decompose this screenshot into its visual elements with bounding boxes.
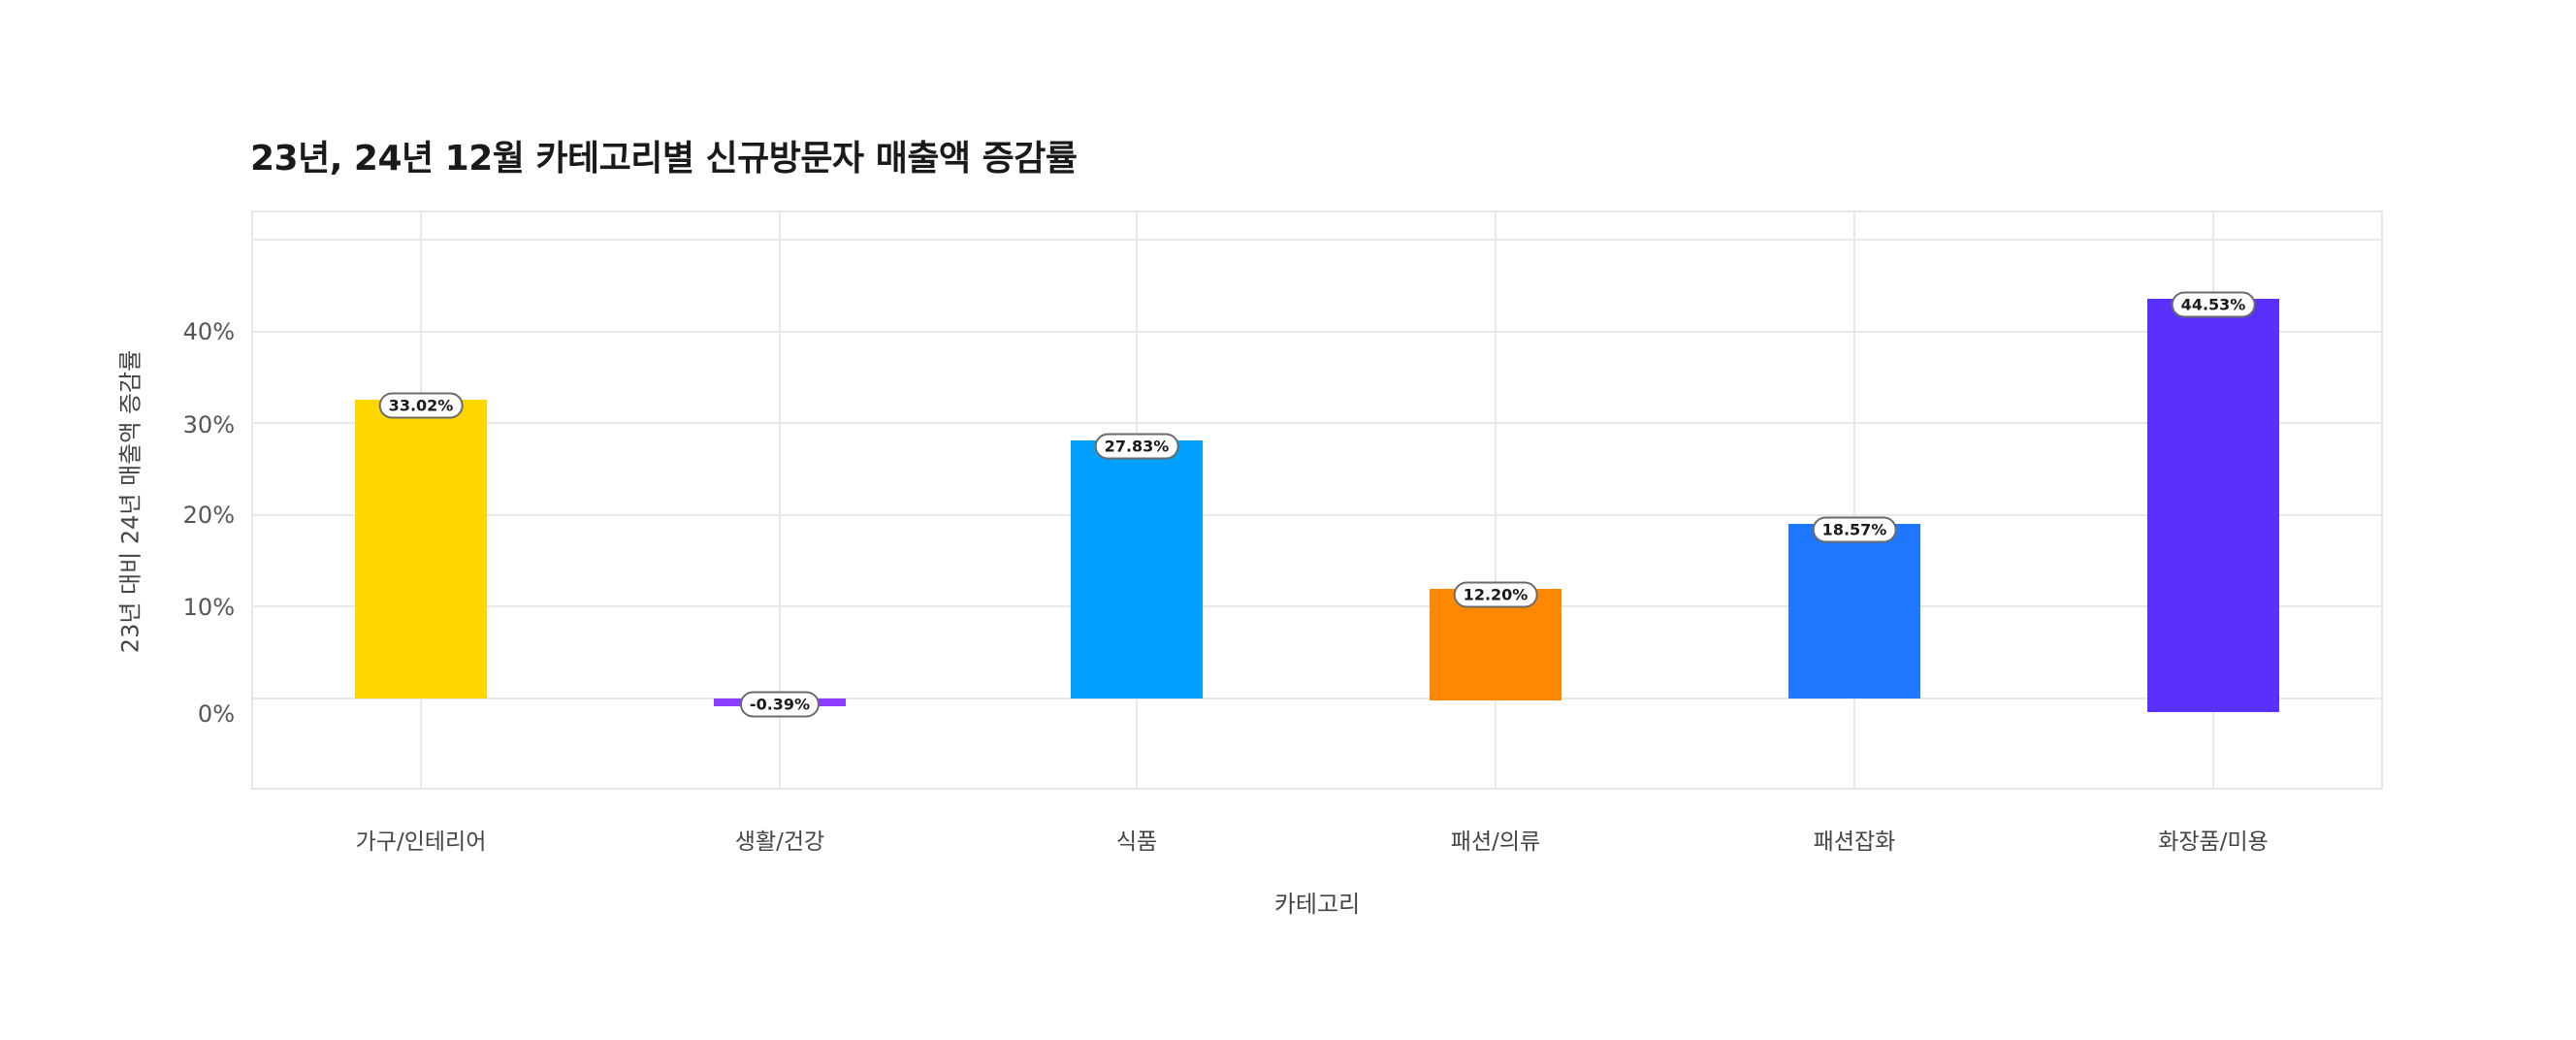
value-label-badge: 18.57% <box>1812 516 1897 543</box>
y-axis-label: 23년 대비 24년 매출액 증감률 <box>116 349 145 654</box>
x-tick-label: 가구/인테리어 <box>355 829 487 855</box>
horizontal-gridline <box>251 331 2383 333</box>
plot-area <box>251 211 2383 790</box>
vertical-gridline <box>1853 211 1855 790</box>
bar[interactable] <box>1788 524 1920 699</box>
bar[interactable] <box>1071 440 1203 699</box>
x-tick-label: 화장품/미용 <box>2158 829 2269 855</box>
y-tick-label: 20% <box>182 502 235 529</box>
value-label-badge: 33.02% <box>378 392 464 419</box>
bar[interactable] <box>355 400 487 699</box>
value-label-badge: 12.20% <box>1453 581 1538 608</box>
y-tick-label: 0% <box>197 700 235 728</box>
x-tick-label: 생활/건강 <box>734 829 825 855</box>
y-tick-label: 30% <box>182 411 235 439</box>
x-tick-label: 패션/의류 <box>1450 829 1541 855</box>
x-tick-label: 패션잡화 <box>1813 829 1896 855</box>
horizontal-gridline <box>251 605 2383 607</box>
y-tick-label: 40% <box>182 318 235 345</box>
value-label-badge: -0.39% <box>739 691 821 718</box>
y-tick-label: 10% <box>182 594 235 621</box>
bar[interactable] <box>2147 299 2279 712</box>
horizontal-gridline <box>251 422 2383 424</box>
horizontal-gridline <box>251 698 2383 699</box>
vertical-gridline <box>779 211 781 790</box>
horizontal-gridline <box>251 239 2383 241</box>
horizontal-gridline <box>251 514 2383 516</box>
vertical-gridline <box>1495 211 1497 790</box>
value-label-badge: 27.83% <box>1094 433 1179 460</box>
value-label-badge: 44.53% <box>2171 291 2256 318</box>
chart-title: 23년, 24년 12월 카테고리별 신규방문자 매출액 증감률 <box>250 139 1078 179</box>
x-axis-label: 카테고리 <box>1273 891 1361 918</box>
x-tick-label: 식품 <box>1115 829 1158 855</box>
